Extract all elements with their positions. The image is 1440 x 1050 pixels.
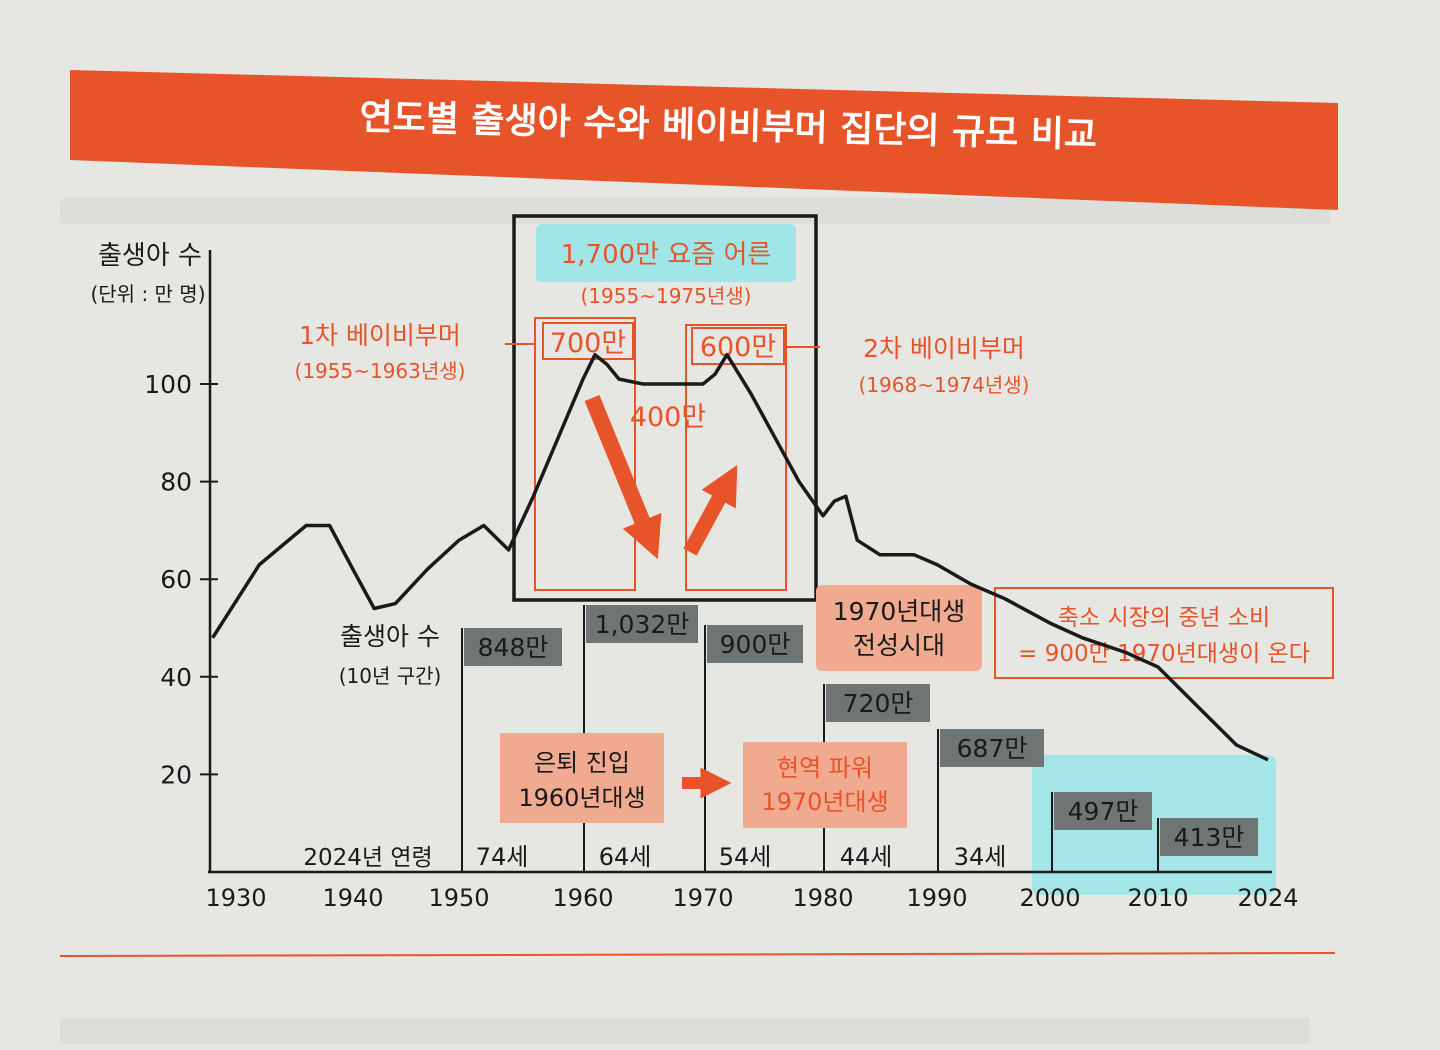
age-row-label: 2024년 연령	[303, 845, 432, 871]
birth-count-line	[211, 352, 1269, 762]
big-group-frame	[512, 214, 818, 602]
x-tick-label: 1960	[552, 884, 613, 912]
active-line2: 1970년대생	[761, 788, 888, 816]
decade-count: 497만	[1068, 797, 1139, 826]
decade-count: 848만	[478, 633, 549, 662]
decade-count-box	[1054, 792, 1152, 830]
decade-count-box	[940, 729, 1044, 767]
first-count-box	[542, 322, 634, 360]
y-tick-label: 100	[144, 370, 192, 399]
age-label: 74세	[476, 843, 529, 871]
x-tick-label: 2024	[1237, 884, 1298, 912]
y-tick-label: 20	[160, 760, 192, 789]
gen1970-line1: 1970년대생	[833, 597, 966, 626]
background-text-line	[60, 198, 1330, 224]
y-tick-label: 60	[160, 565, 192, 594]
gen1970-box	[816, 585, 982, 671]
market-line1: 축소 시장의 중년 소비	[1058, 605, 1270, 631]
age-label: 54세	[719, 843, 772, 871]
big-group-years: (1955~1975년생)	[581, 284, 752, 308]
decade-label-sub: (10년 구간)	[339, 664, 442, 688]
second-count-box	[691, 327, 785, 365]
x-ticks: 1930 1940 1950 1960 1970 1980 1990 2000 2010 2024	[205, 884, 1298, 912]
background-text-line	[60, 1018, 1310, 1044]
decade-count-box	[1160, 818, 1258, 856]
retire-line2: 1960년대생	[518, 784, 645, 812]
x-tick-label: 1980	[792, 884, 853, 912]
y-axis-label: 출생아 수	[98, 241, 202, 271]
decade-count-box	[464, 628, 562, 666]
second-boom-years: (1968~1974년생)	[859, 373, 1030, 397]
decade-count: 720만	[843, 689, 914, 718]
x-tick-label: 2010	[1127, 884, 1188, 912]
retire-line1: 은퇴 진입	[534, 749, 630, 777]
x-tick-label: 1940	[322, 884, 383, 912]
market-box	[994, 587, 1334, 679]
y-ticks: 20 40 60 80 100	[144, 370, 218, 789]
y-tick-label: 40	[160, 663, 192, 692]
active-box	[743, 742, 907, 828]
decline-arrow	[584, 394, 662, 560]
recent-decades-highlight	[1032, 755, 1276, 895]
rise-arrow	[683, 464, 738, 556]
y-axis-unit: (단위 : 만 명)	[90, 282, 205, 306]
middle-count: 400만	[630, 402, 706, 433]
retire-box	[500, 733, 664, 823]
market-line2: = 900만 1970년대생이 온다	[1018, 641, 1310, 667]
x-tick-label: 2000	[1019, 884, 1080, 912]
bottom-rule	[59, 952, 1336, 957]
decade-count-box	[586, 605, 698, 643]
second-count: 600만	[700, 332, 776, 363]
active-line1: 현역 파워	[777, 754, 873, 782]
age-labels: 74세 64세 54세 44세 34세	[476, 843, 1007, 871]
decade-columns: 848만 1,032만 900만 720만 687만 497만 413만	[461, 605, 1258, 872]
first-boom-label: 1차 베이비부머	[299, 321, 461, 350]
decade-count: 687만	[957, 734, 1028, 763]
x-tick-label: 1930	[205, 884, 266, 912]
decade-label-title: 출생아 수	[340, 622, 440, 651]
second-boom-label: 2차 베이비부머	[863, 334, 1025, 363]
x-tick-label: 1970	[672, 884, 733, 912]
big-group-label: 1,700만 요즘 어른	[561, 240, 772, 270]
first-boom-years: (1955~1963년생)	[295, 359, 466, 383]
first-count: 700만	[550, 328, 626, 359]
y-tick-label: 80	[160, 468, 192, 497]
x-tick-label: 1950	[428, 884, 489, 912]
age-label: 44세	[840, 843, 893, 871]
age-label: 34세	[954, 843, 1007, 871]
decade-count: 900만	[720, 630, 791, 659]
decade-count: 413만	[1174, 823, 1245, 852]
title-banner	[70, 70, 1338, 210]
first-boom-frame	[534, 317, 636, 591]
x-tick-label: 1990	[906, 884, 967, 912]
decade-count-box	[707, 625, 803, 663]
gen1970-line2: 전성시대	[853, 631, 945, 660]
decade-count: 1,032만	[595, 610, 690, 639]
big-group-highlight	[536, 224, 796, 282]
decade-count-box	[826, 684, 930, 722]
age-label: 64세	[599, 843, 652, 871]
